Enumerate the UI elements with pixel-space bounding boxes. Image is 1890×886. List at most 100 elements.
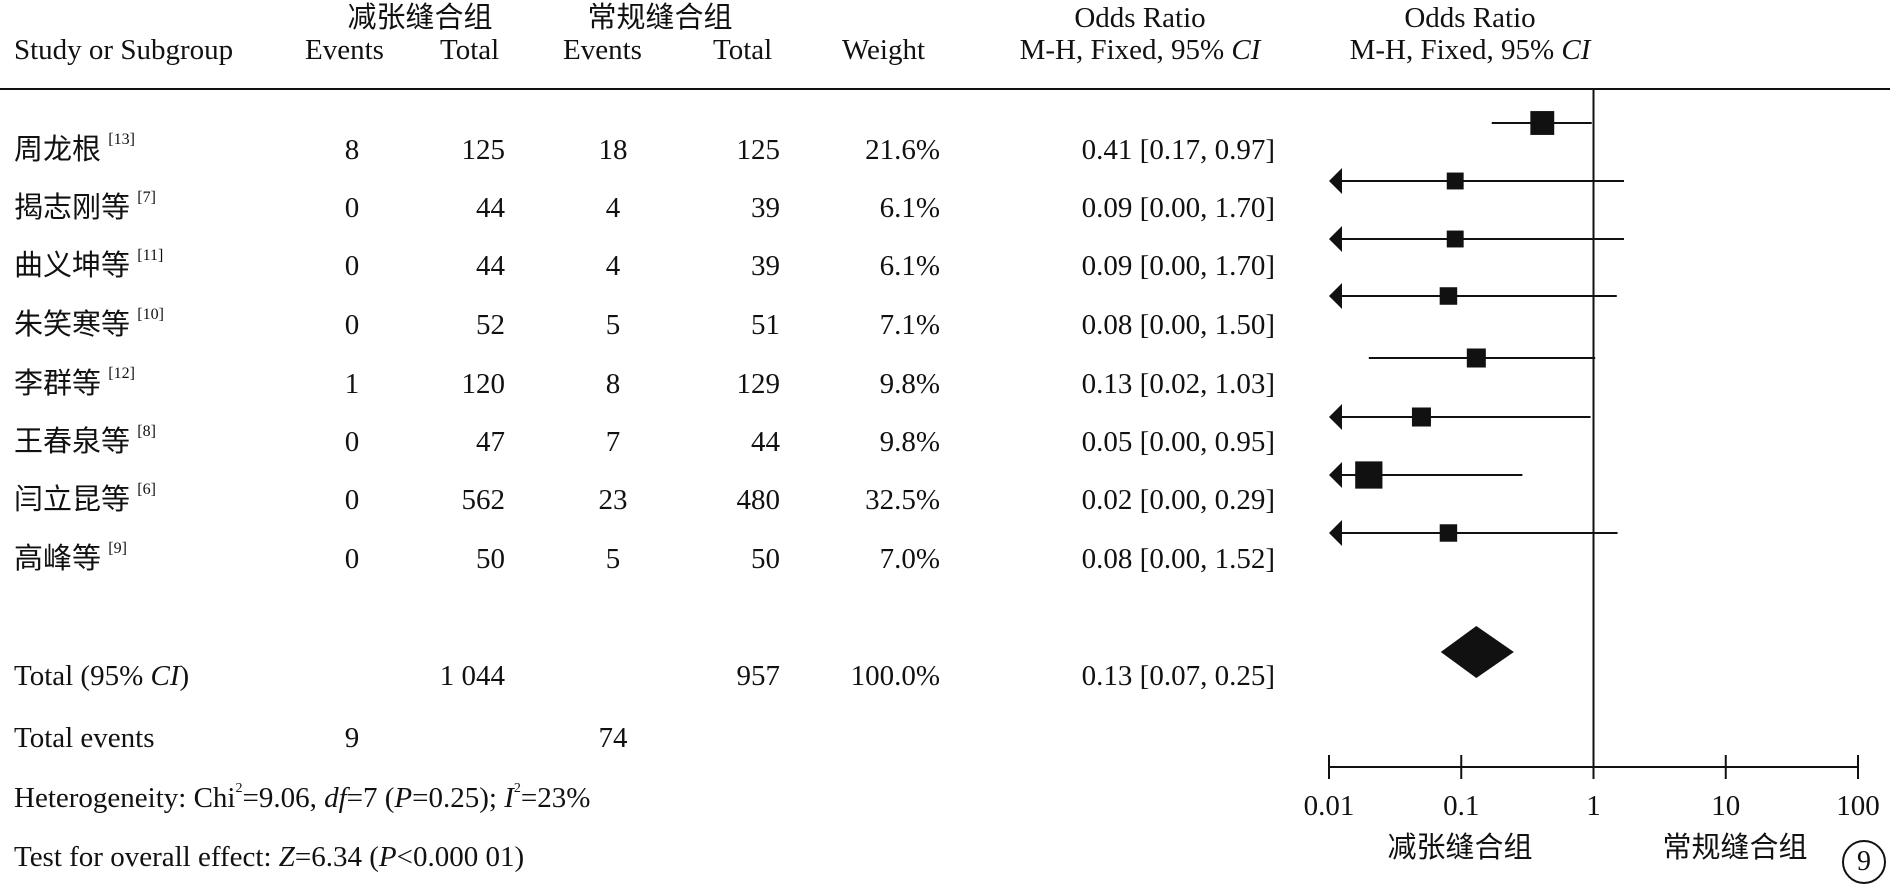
study-n1: 47 [476,426,505,458]
total-events-e2: 74 [598,722,628,754]
odds-ratio-header: Odds Ratio [1074,2,1206,34]
study-or-text: 0.02 [0.00, 0.29] [1081,484,1275,516]
total-events-e1: 9 [344,722,360,754]
study-point [1411,407,1431,427]
study-e2: 5 [605,309,621,341]
study-n2: 39 [751,250,780,282]
study-n1: 52 [476,309,505,341]
study-n2: 129 [736,368,781,400]
ci-left-arrow [1329,283,1342,309]
study-n1: 120 [461,368,506,400]
study-point [1530,111,1555,135]
study-e1: 0 [344,250,360,282]
study-column-header: Study or Subgroup [14,34,234,66]
study-weight: 7.0% [879,543,940,575]
odds-ratio-plot-header: Odds Ratio [1404,2,1536,34]
study-n2: 480 [736,484,781,516]
study-weight: 9.8% [879,368,940,400]
study-or-text: 0.08 [0.00, 1.52] [1081,543,1275,575]
study-e2: 5 [605,543,621,575]
ci-left-arrow [1329,168,1342,194]
study-name: 周龙根 [13] [14,131,135,166]
study-e2: 23 [598,484,628,516]
study-e1: 0 [344,484,360,516]
study-e1: 0 [344,192,360,224]
study-n2: 125 [736,134,781,166]
study-e1: 8 [344,134,360,166]
study-name: 高峰等 [9] [14,540,127,575]
study-n1: 44 [476,250,505,282]
overall-effect-text: Test for overall effect: Z=6.34 (P<0.000… [14,841,525,873]
total-weight: 100.0% [850,660,940,692]
study-e1: 1 [344,368,360,400]
favours-right-label: 常规缝合组 [1662,832,1808,864]
total-or: 0.13 [0.07, 0.25] [1081,660,1275,692]
study-weight: 6.1% [879,192,940,224]
x-tick-label: 10 [1711,790,1741,822]
favours-left-label: 减张缝合组 [1387,832,1533,864]
pooled-diamond [1440,626,1514,678]
study-or-text: 0.08 [0.00, 1.50] [1081,309,1275,341]
x-tick-label: 0.1 [1443,790,1480,822]
study-e2: 7 [605,426,621,458]
study-e1: 0 [344,426,360,458]
study-e2: 4 [605,192,621,224]
study-point [1446,230,1464,248]
ci-left-arrow [1329,226,1342,252]
method-header: M-H, Fixed, 95% CI [1019,34,1261,66]
page-number-badge: 9 [1842,840,1886,884]
weight-header: Weight [842,34,926,66]
study-name: 王春泉等 [8] [14,423,156,458]
study-or-text: 0.09 [0.00, 1.70] [1081,250,1275,282]
study-n2: 51 [751,309,780,341]
study-n1: 50 [476,543,505,575]
study-n2: 44 [751,426,780,458]
x-tick-label: 100 [1836,790,1880,822]
study-or-text: 0.13 [0.02, 1.03] [1081,368,1275,400]
study-or-text: 0.09 [0.00, 1.70] [1081,192,1275,224]
study-n2: 50 [751,543,780,575]
group1-header: 减张缝合组 [347,2,493,34]
study-weight: 21.6% [865,134,940,166]
total-n1: 1 044 [439,660,505,692]
study-weight: 9.8% [879,426,940,458]
study-weight: 6.1% [879,250,940,282]
total-n2: 957 [736,660,781,692]
study-name: 揭志刚等 [7] [14,189,156,224]
study-e2: 8 [605,368,621,400]
total-label: Total (95% CI) [14,660,190,692]
study-point [1466,348,1486,368]
study-point [1439,524,1458,542]
study-name: 朱笑寒等 [10] [14,306,164,341]
study-n1: 44 [476,192,505,224]
study-or-text: 0.05 [0.00, 0.95] [1081,426,1275,458]
study-e1: 0 [344,309,360,341]
ci-left-arrow [1329,404,1342,430]
study-n1: 125 [461,134,506,166]
ci-left-arrow [1329,462,1342,488]
total2-header: Total [713,34,773,66]
study-e2: 4 [605,250,621,282]
events2-header: Events [563,34,642,66]
ci-left-arrow [1329,520,1342,546]
group2-header: 常规缝合组 [587,2,733,34]
study-e2: 18 [598,134,628,166]
x-tick-label: 0.01 [1303,790,1355,822]
study-name: 曲义坤等 [11] [14,247,164,282]
total1-header: Total [440,34,500,66]
study-point [1439,287,1458,305]
study-n1: 562 [461,484,506,516]
study-n2: 39 [751,192,780,224]
x-tick-label: 1 [1586,790,1601,822]
method-plot-header: M-H, Fixed, 95% CI [1349,34,1591,66]
study-point [1355,461,1383,489]
study-name: 李群等 [12] [14,365,135,400]
study-point [1446,172,1464,190]
total-events-label: Total events [14,722,155,754]
heterogeneity-text: Heterogeneity: Chi2=9.06, df=7 (P=0.25);… [14,781,591,814]
study-name: 闫立昆等 [6] [14,481,156,516]
study-weight: 32.5% [865,484,940,516]
study-or-text: 0.41 [0.17, 0.97] [1081,134,1275,166]
study-weight: 7.1% [879,309,940,341]
